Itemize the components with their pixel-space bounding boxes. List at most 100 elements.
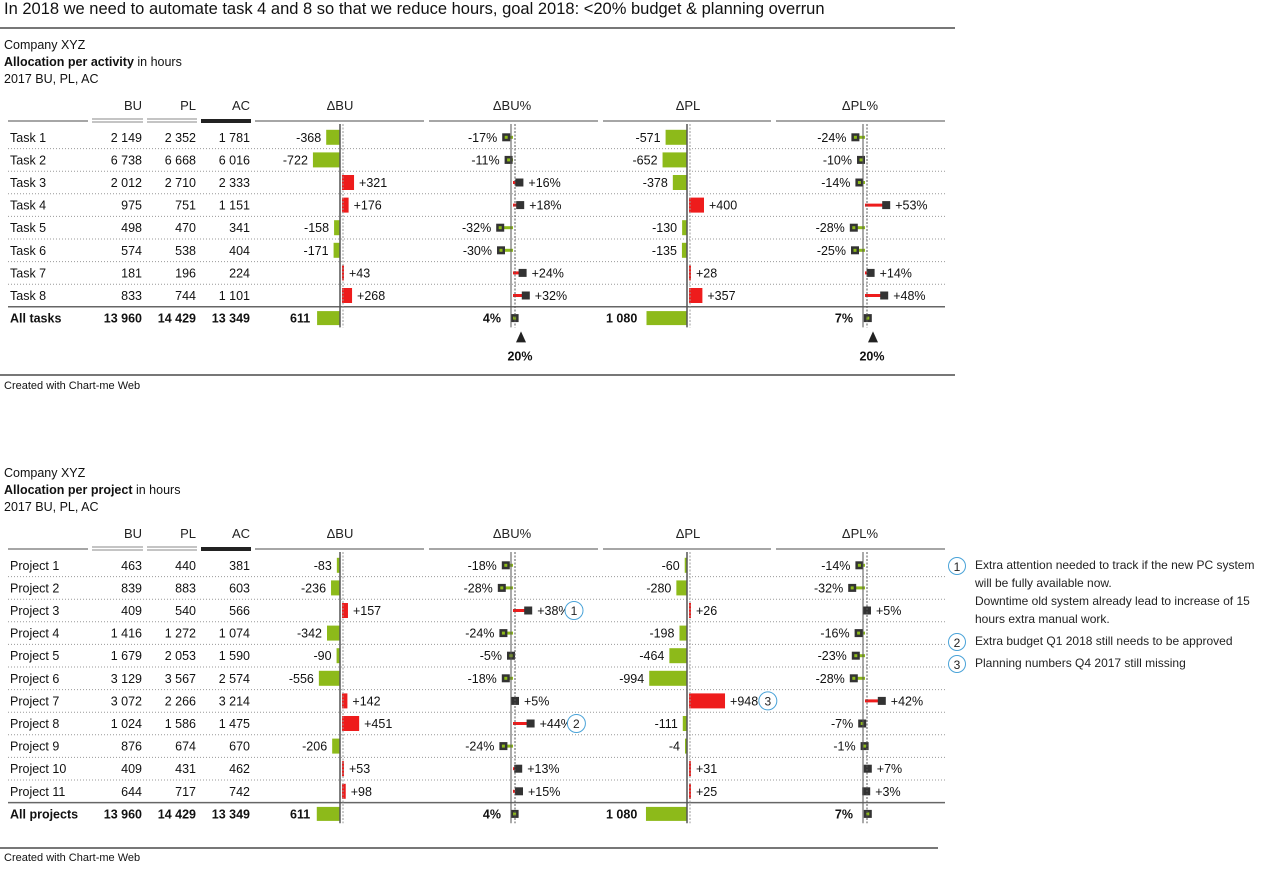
- chart2-footer-rule: [0, 847, 938, 849]
- bar-dbu: [318, 670, 340, 686]
- pin-head-dpl_pct: [877, 696, 886, 705]
- cell-pl: 1 586: [165, 717, 196, 731]
- label-dbu: +451: [364, 717, 392, 731]
- cell-pl: 14 429: [158, 312, 196, 326]
- cell-ac: 1 074: [219, 627, 250, 641]
- cell-pl: 674: [175, 740, 196, 754]
- label-dbu_pct: -17%: [468, 131, 497, 145]
- label-dbu_pct: +18%: [529, 199, 561, 213]
- bar-dpl: [672, 175, 687, 190]
- cell-ac: 1 151: [219, 199, 250, 213]
- label-dbu_pct: -30%: [463, 244, 492, 258]
- row-label: All projects: [10, 807, 78, 821]
- pin-head-dbu_pct: [514, 764, 523, 773]
- note-marker-circle: [564, 601, 584, 620]
- header-ac: AC: [232, 98, 250, 113]
- pin-dot-dpl_pct: [853, 135, 857, 139]
- label-dpl: -130: [652, 221, 677, 235]
- label-dpl: -111: [655, 717, 678, 731]
- label-dpl: +25: [696, 785, 717, 799]
- headline-rule: [0, 27, 955, 29]
- row-label: Project 6: [10, 672, 59, 686]
- row-label: All tasks: [10, 312, 61, 326]
- pin-head-dpl_pct: [880, 291, 889, 300]
- label-dbu_pct: +38%: [537, 604, 569, 618]
- label-dbu: -83: [314, 559, 332, 573]
- pin-dot-dbu_pct: [513, 812, 517, 816]
- label-dbu: +98: [351, 785, 372, 799]
- chart1-subtitle: 2017 BU, PL, AC: [4, 72, 99, 86]
- chart1-title-rest: in hours: [133, 55, 182, 69]
- pin-dot-dpl_pct: [852, 676, 856, 680]
- pin-dot-dpl_pct: [854, 654, 858, 658]
- pin-dot-dbu_pct: [504, 676, 508, 680]
- pin-head-dbu_pct: [526, 719, 535, 728]
- cell-pl: 540: [175, 604, 196, 618]
- row-label: Project 1: [10, 559, 59, 573]
- header-dpl_pct: ΔPL%: [842, 526, 879, 541]
- cell-ac: 1 101: [219, 289, 250, 303]
- label-dpl: +31: [696, 762, 717, 776]
- label-dpl: -652: [633, 153, 658, 167]
- bar-dpl: [689, 693, 726, 709]
- row-label: Task 4: [10, 199, 46, 213]
- chart2-title-bold: Allocation per project: [4, 483, 133, 497]
- header-dbu_pct: ΔBU%: [493, 526, 532, 541]
- cell-bu: 498: [121, 221, 142, 235]
- label-dpl_pct: -32%: [814, 581, 843, 595]
- label-dpl: +357: [707, 289, 735, 303]
- chart-tasks: BU PL AC ΔBU ΔBU% ΔPL ΔPL% Task 1 2 149 2 352 1 78…: [8, 98, 945, 363]
- row-label: Project 2: [10, 581, 59, 595]
- note-marker-number: 2: [573, 717, 580, 731]
- bar-dpl: [646, 311, 687, 326]
- header-dpl: ΔPL: [676, 526, 701, 541]
- chart1-meta: Company XYZ Allocation per activity in h…: [4, 37, 182, 88]
- label-dbu_pct: +44%: [540, 717, 572, 731]
- pin-head-dpl_pct: [863, 764, 872, 773]
- header-bu: BU: [124, 98, 142, 113]
- cell-ac: 670: [229, 740, 250, 754]
- bar-dpl: [649, 670, 687, 686]
- label-dpl: -135: [652, 244, 677, 258]
- label-dbu: +176: [354, 199, 382, 213]
- pin-head-dbu_pct: [516, 201, 525, 210]
- label-dpl: -464: [639, 649, 664, 663]
- label-dbu_pct: -32%: [462, 221, 491, 235]
- chart2-company: Company XYZ: [4, 466, 86, 480]
- note-1-line-1: Extra attention needed to track if the n…: [975, 558, 1255, 572]
- bar-dbu: [316, 806, 340, 821]
- bar-dbu: [342, 761, 345, 777]
- pin-dot-dpl_pct: [857, 631, 861, 635]
- bar-dbu: [342, 603, 348, 618]
- pin-head-dpl_pct: [866, 268, 875, 277]
- note-marker-circle: [566, 714, 586, 733]
- bar-dbu: [334, 220, 340, 236]
- cell-pl: 2 266: [165, 694, 196, 708]
- bar-dpl: [682, 220, 687, 236]
- label-dpl: -994: [619, 672, 644, 686]
- label-dpl_pct: -14%: [821, 176, 850, 190]
- cell-ac: 566: [229, 604, 250, 618]
- label-dpl_pct: +5%: [876, 604, 901, 618]
- label-dbu: +268: [357, 289, 385, 303]
- cell-bu: 876: [121, 740, 142, 754]
- note-1: 1 Extra attention needed to track if the…: [948, 556, 1278, 628]
- cell-ac: 3 214: [219, 694, 250, 708]
- cell-bu: 839: [121, 581, 142, 595]
- pin-head-dbu_pct: [518, 268, 527, 277]
- label-dbu_pct: -18%: [468, 672, 497, 686]
- cell-pl: 2 053: [165, 649, 196, 663]
- row-label: Project 3: [10, 604, 59, 618]
- bar-dpl: [689, 761, 691, 777]
- cell-bu: 13 960: [104, 807, 142, 821]
- bar-dpl: [684, 557, 687, 573]
- bar-dbu: [342, 716, 360, 731]
- cell-bu: 6 738: [111, 153, 142, 167]
- label-dpl: 1 080: [606, 312, 637, 326]
- cell-pl: 717: [175, 785, 196, 799]
- label-dbu: +43: [349, 266, 370, 280]
- cell-pl: 196: [175, 266, 196, 280]
- label-dpl: -60: [662, 559, 680, 573]
- cell-bu: 409: [121, 762, 142, 776]
- cell-pl: 2 352: [165, 131, 196, 145]
